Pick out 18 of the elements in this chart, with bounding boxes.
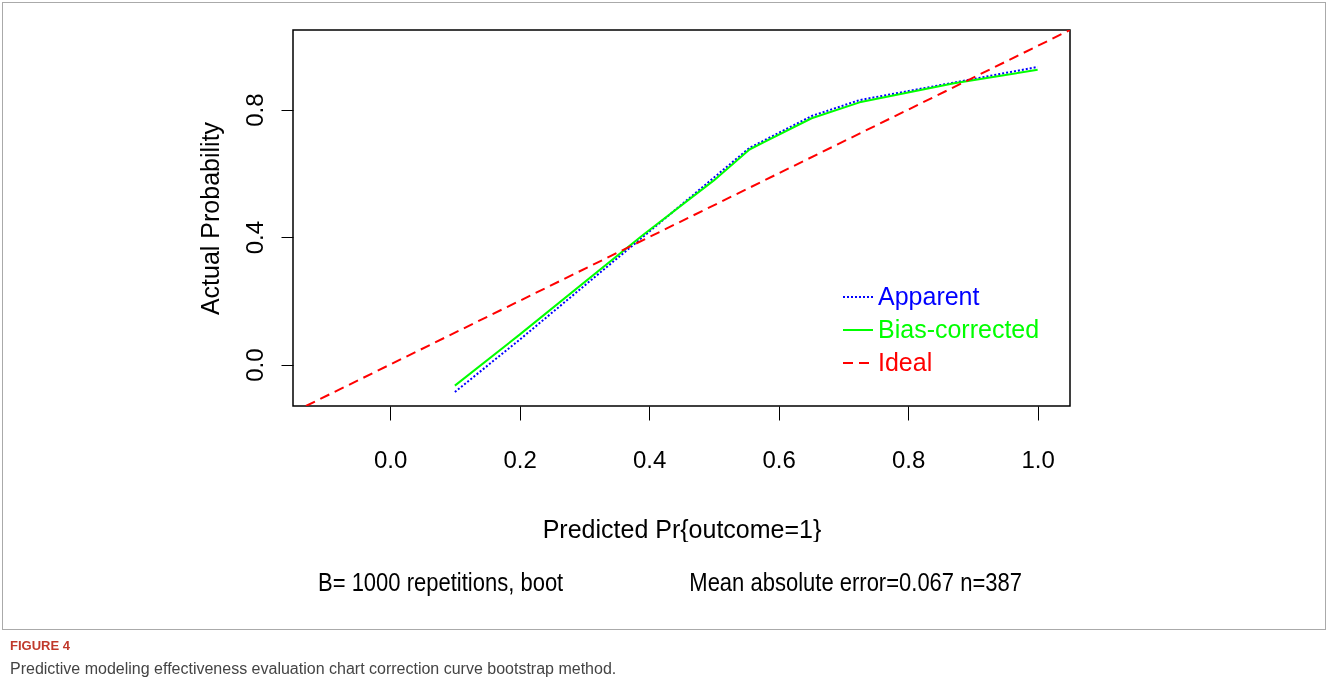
x-tick-label: 1.0 xyxy=(1021,445,1055,473)
y-tick-label: 0.8 xyxy=(240,93,268,127)
y-tick-label: 0.0 xyxy=(240,348,268,382)
legend-label: Bias-corrected xyxy=(878,315,1040,343)
text: B= 1000 repetitions, boot xyxy=(318,568,564,597)
x-tick-label: 0.6 xyxy=(762,445,796,473)
text: Predictive modeling effectiveness evaluation chart correction curve bootstrap method. xyxy=(10,660,617,678)
y-axis-title: Actual Probability xyxy=(195,121,224,316)
x-axis-title: Predicted Pr{outcome=1} xyxy=(542,514,822,543)
text: Mean absolute error=0.067 n=387 xyxy=(689,568,1022,597)
y-tick-label: 0.4 xyxy=(240,220,268,255)
legend-label: Ideal xyxy=(878,348,933,376)
legend-label: Apparent xyxy=(878,282,980,310)
x-tick-label: 0.0 xyxy=(373,445,408,473)
caption: FIGURE 4 xyxy=(10,638,70,653)
x-tick-label: 0.4 xyxy=(632,445,667,473)
x-tick-label: 0.2 xyxy=(503,445,537,473)
x-tick-label: 0.8 xyxy=(891,445,926,473)
